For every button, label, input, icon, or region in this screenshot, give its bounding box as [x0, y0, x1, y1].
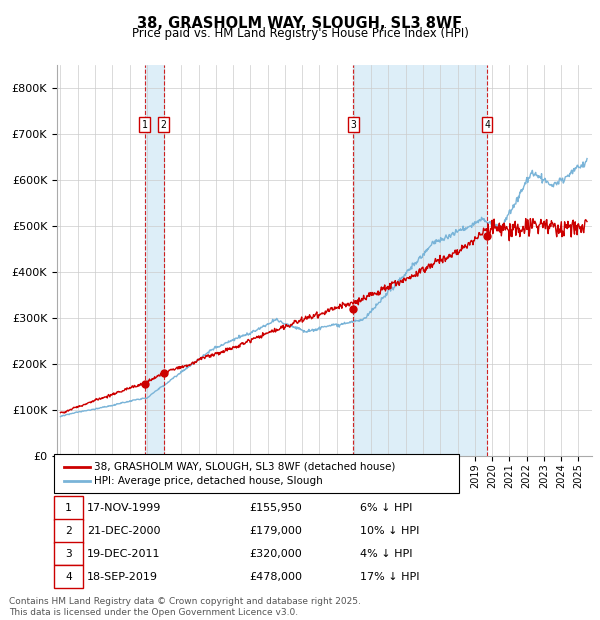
Text: 17% ↓ HPI: 17% ↓ HPI [360, 572, 419, 582]
Text: Contains HM Land Registry data © Crown copyright and database right 2025.
This d: Contains HM Land Registry data © Crown c… [9, 598, 361, 617]
Text: 4: 4 [484, 120, 490, 130]
Text: 1: 1 [65, 503, 72, 513]
Text: 6% ↓ HPI: 6% ↓ HPI [360, 503, 412, 513]
Text: 38, GRASHOLM WAY, SLOUGH, SL3 8WF (detached house): 38, GRASHOLM WAY, SLOUGH, SL3 8WF (detac… [94, 461, 395, 472]
Text: £320,000: £320,000 [249, 549, 302, 559]
Text: 21-DEC-2000: 21-DEC-2000 [87, 526, 161, 536]
Text: £155,950: £155,950 [249, 503, 302, 513]
Text: £179,000: £179,000 [249, 526, 302, 536]
Text: 18-SEP-2019: 18-SEP-2019 [87, 572, 158, 582]
Bar [353, 65, 487, 456]
Text: 38, GRASHOLM WAY, SLOUGH, SL3 8WF: 38, GRASHOLM WAY, SLOUGH, SL3 8WF [137, 16, 463, 30]
Text: 19-DEC-2011: 19-DEC-2011 [87, 549, 161, 559]
Text: 2: 2 [65, 526, 72, 536]
Text: Price paid vs. HM Land Registry's House Price Index (HPI): Price paid vs. HM Land Registry's House … [131, 27, 469, 40]
Bar [145, 65, 164, 456]
Text: 17-NOV-1999: 17-NOV-1999 [87, 503, 161, 513]
Text: 4: 4 [65, 572, 72, 582]
Text: 10% ↓ HPI: 10% ↓ HPI [360, 526, 419, 536]
Text: 1: 1 [142, 120, 148, 130]
Text: 3: 3 [350, 120, 356, 130]
Text: HPI: Average price, detached house, Slough: HPI: Average price, detached house, Slou… [94, 476, 323, 486]
Text: £478,000: £478,000 [249, 572, 302, 582]
Text: 3: 3 [65, 549, 72, 559]
Text: 2: 2 [161, 120, 166, 130]
Text: 4% ↓ HPI: 4% ↓ HPI [360, 549, 413, 559]
